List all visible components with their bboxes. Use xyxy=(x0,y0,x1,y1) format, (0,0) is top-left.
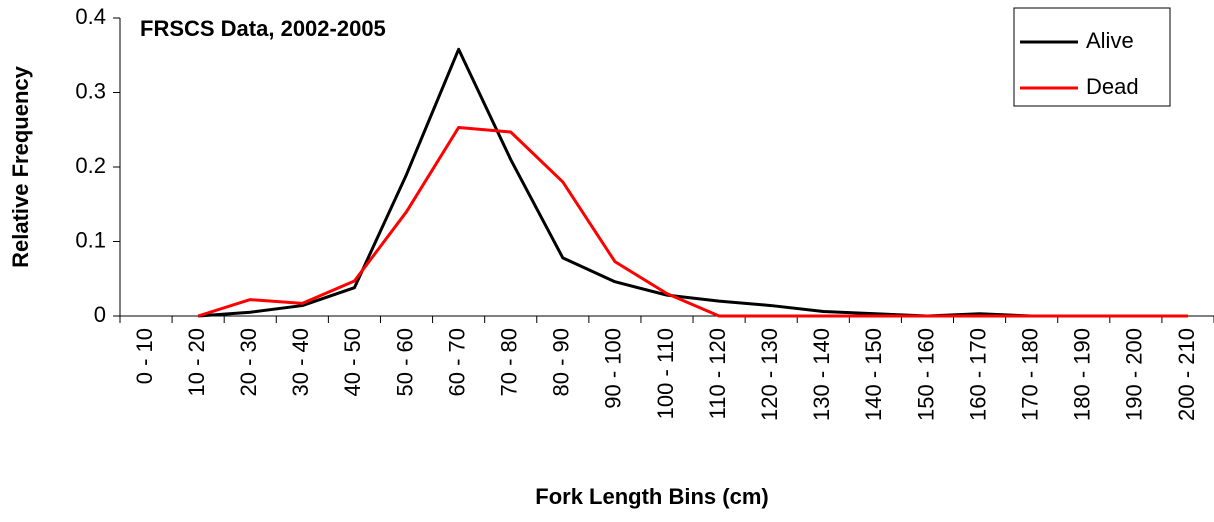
y-tick-label: 0.1 xyxy=(75,227,106,252)
x-tick-label: 60 - 70 xyxy=(444,328,469,397)
x-tick-label: 20 - 30 xyxy=(236,328,261,397)
x-tick-label: 170 - 180 xyxy=(1017,328,1042,421)
x-tick-label: 10 - 20 xyxy=(184,328,209,397)
y-axis-title: Relative Frequency xyxy=(8,65,33,268)
x-tick-label: 120 - 130 xyxy=(757,328,782,421)
y-tick-label: 0.4 xyxy=(75,4,106,29)
x-tick-label: 80 - 90 xyxy=(549,328,574,397)
x-tick-label: 30 - 40 xyxy=(288,328,313,397)
chart-title: FRSCS Data, 2002-2005 xyxy=(140,16,386,41)
legend-label: Alive xyxy=(1086,28,1134,53)
x-tick-label: 100 - 110 xyxy=(653,328,678,419)
y-tick-label: 0.3 xyxy=(75,78,106,103)
x-tick-label: 180 - 190 xyxy=(1070,328,1095,421)
x-tick-label: 150 - 160 xyxy=(913,328,938,421)
x-tick-label: 90 - 100 xyxy=(601,328,626,409)
x-tick-label: 70 - 80 xyxy=(497,328,522,397)
series-line xyxy=(197,126,1188,318)
x-tick-label: 200 - 210 xyxy=(1174,328,1199,421)
x-tick-label: 50 - 60 xyxy=(392,328,417,397)
x-tick-label: 190 - 200 xyxy=(1122,328,1147,421)
x-tick-label: 0 - 10 xyxy=(132,328,157,384)
x-tick-label: 130 - 140 xyxy=(809,328,834,421)
x-tick-label: 160 - 170 xyxy=(965,328,990,421)
legend-label: Dead xyxy=(1086,74,1139,99)
y-tick-label: 0.2 xyxy=(75,153,106,178)
x-tick-label: 140 - 150 xyxy=(861,328,886,421)
y-tick-label: 0 xyxy=(94,302,106,327)
x-axis-title: Fork Length Bins (cm) xyxy=(535,484,768,509)
x-tick-label: 40 - 50 xyxy=(340,328,365,397)
legend-box xyxy=(1013,7,1171,107)
x-tick-label: 110 - 120 xyxy=(705,328,730,419)
